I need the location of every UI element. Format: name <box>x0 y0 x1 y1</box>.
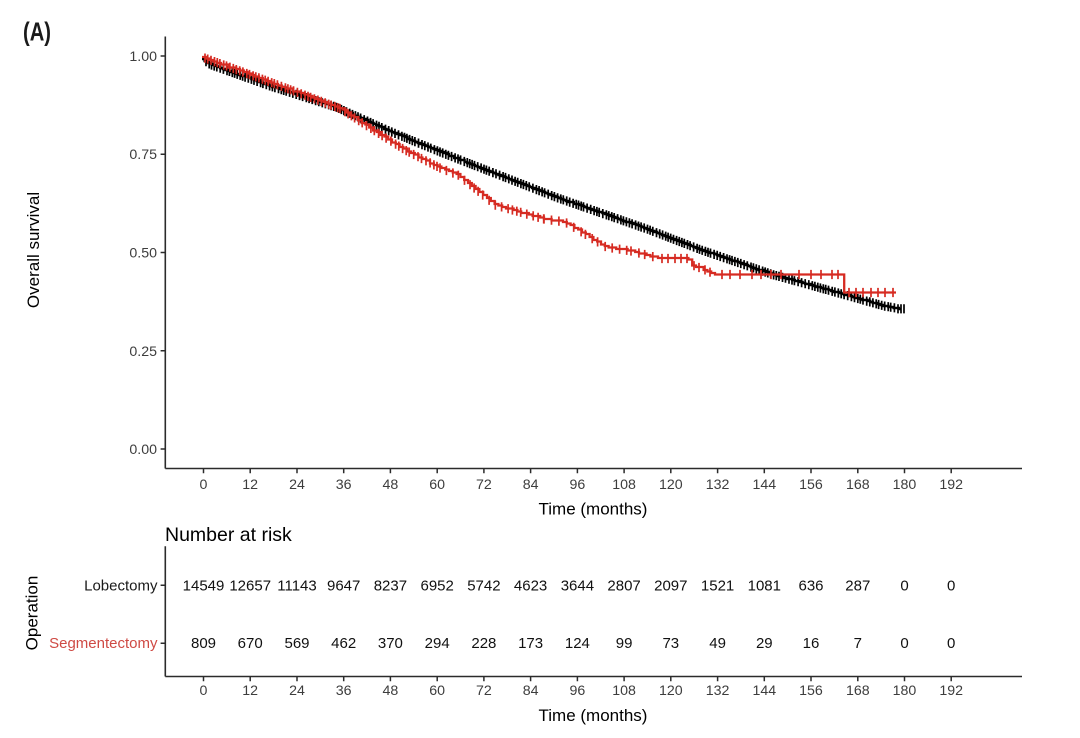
svg-text:370: 370 <box>378 635 403 652</box>
svg-text:29: 29 <box>756 635 773 652</box>
svg-text:156: 156 <box>799 477 823 493</box>
svg-text:24: 24 <box>289 683 305 699</box>
svg-text:228: 228 <box>471 635 496 652</box>
svg-text:0: 0 <box>200 683 208 699</box>
svg-text:670: 670 <box>238 635 263 652</box>
svg-text:168: 168 <box>846 683 870 699</box>
svg-text:(A): (A) <box>23 17 51 47</box>
svg-text:1.00: 1.00 <box>129 49 157 65</box>
svg-text:180: 180 <box>893 477 917 493</box>
svg-text:48: 48 <box>383 683 399 699</box>
svg-text:173: 173 <box>518 635 543 652</box>
svg-text:72: 72 <box>476 683 492 699</box>
svg-text:124: 124 <box>565 635 590 652</box>
svg-text:48: 48 <box>383 477 399 493</box>
svg-text:0: 0 <box>947 577 955 594</box>
svg-text:99: 99 <box>616 635 633 652</box>
svg-text:84: 84 <box>523 683 539 699</box>
svg-text:12: 12 <box>242 477 258 493</box>
svg-text:96: 96 <box>570 683 586 699</box>
svg-text:36: 36 <box>336 683 352 699</box>
svg-text:8237: 8237 <box>374 577 407 594</box>
svg-text:Time (months): Time (months) <box>539 706 648 725</box>
svg-text:7: 7 <box>854 635 862 652</box>
svg-text:12: 12 <box>242 683 258 699</box>
svg-text:5742: 5742 <box>467 577 500 594</box>
svg-text:96: 96 <box>570 477 586 493</box>
svg-text:0: 0 <box>900 577 908 594</box>
svg-text:287: 287 <box>845 577 870 594</box>
svg-text:0.25: 0.25 <box>129 344 157 360</box>
svg-text:156: 156 <box>799 683 823 699</box>
svg-text:73: 73 <box>662 635 679 652</box>
svg-text:2807: 2807 <box>607 577 640 594</box>
svg-text:11143: 11143 <box>277 577 317 594</box>
svg-text:Operation: Operation <box>23 576 42 651</box>
svg-text:168: 168 <box>846 477 870 493</box>
svg-text:9647: 9647 <box>327 577 360 594</box>
svg-text:36: 36 <box>336 477 352 493</box>
svg-text:294: 294 <box>425 635 450 652</box>
svg-text:24: 24 <box>289 477 305 493</box>
svg-text:636: 636 <box>798 577 823 594</box>
svg-text:132: 132 <box>706 477 730 493</box>
svg-text:192: 192 <box>939 477 963 493</box>
svg-text:49: 49 <box>709 635 726 652</box>
svg-text:Time (months): Time (months) <box>539 500 648 519</box>
svg-text:2097: 2097 <box>654 577 687 594</box>
svg-text:1081: 1081 <box>748 577 781 594</box>
svg-text:0.50: 0.50 <box>129 246 157 262</box>
svg-text:1521: 1521 <box>701 577 734 594</box>
svg-text:192: 192 <box>939 683 963 699</box>
svg-text:Segmentectomy: Segmentectomy <box>49 635 158 652</box>
svg-text:Number at risk: Number at risk <box>165 524 292 546</box>
svg-text:Lobectomy: Lobectomy <box>84 577 158 594</box>
svg-text:12657: 12657 <box>229 577 271 594</box>
svg-text:809: 809 <box>191 635 216 652</box>
svg-text:0: 0 <box>947 635 955 652</box>
svg-text:6952: 6952 <box>421 577 454 594</box>
svg-text:120: 120 <box>659 477 683 493</box>
svg-text:144: 144 <box>752 683 776 699</box>
svg-text:180: 180 <box>893 683 917 699</box>
svg-text:462: 462 <box>331 635 356 652</box>
svg-text:60: 60 <box>429 683 445 699</box>
svg-text:4623: 4623 <box>514 577 547 594</box>
svg-text:0: 0 <box>200 477 208 493</box>
svg-text:0: 0 <box>900 635 908 652</box>
svg-text:0.00: 0.00 <box>129 442 157 458</box>
svg-text:120: 120 <box>659 683 683 699</box>
svg-text:16: 16 <box>803 635 820 652</box>
svg-text:108: 108 <box>612 683 636 699</box>
svg-text:0.75: 0.75 <box>129 147 157 163</box>
svg-text:60: 60 <box>429 477 445 493</box>
svg-text:144: 144 <box>752 477 776 493</box>
svg-text:72: 72 <box>476 477 492 493</box>
svg-text:108: 108 <box>612 477 636 493</box>
svg-text:84: 84 <box>523 477 539 493</box>
svg-text:Overall survival: Overall survival <box>24 192 43 308</box>
svg-text:14549: 14549 <box>183 577 225 594</box>
svg-text:132: 132 <box>706 683 730 699</box>
svg-text:3644: 3644 <box>561 577 594 594</box>
svg-text:569: 569 <box>284 635 309 652</box>
